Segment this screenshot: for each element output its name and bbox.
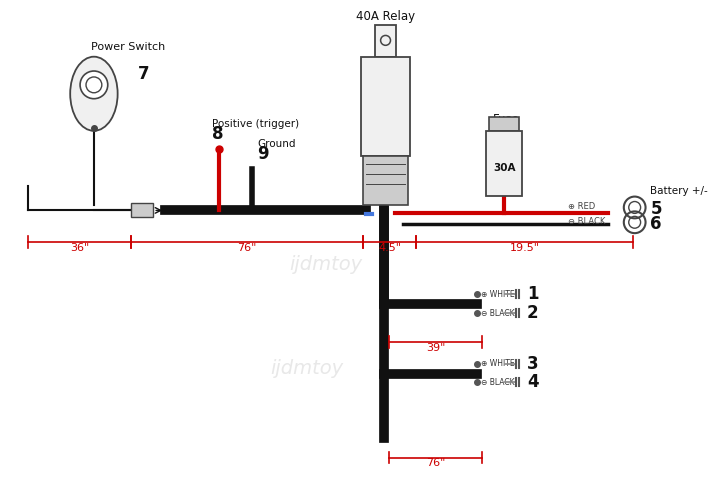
- Bar: [490, 117, 519, 131]
- Text: 30A: 30A: [493, 163, 516, 173]
- Text: 3: 3: [527, 354, 539, 373]
- Text: 76": 76": [426, 458, 445, 468]
- Text: 36": 36": [70, 243, 89, 253]
- Bar: [363, 156, 408, 206]
- Text: 1: 1: [527, 285, 539, 304]
- Bar: [132, 204, 153, 217]
- Text: 6: 6: [650, 215, 662, 233]
- Text: 4: 4: [527, 373, 539, 391]
- Text: 19.5": 19.5": [510, 243, 539, 253]
- Bar: [487, 131, 522, 196]
- Text: Positive (trigger): Positive (trigger): [212, 119, 299, 129]
- Bar: [374, 25, 397, 57]
- Text: ⊖ BLACK: ⊖ BLACK: [569, 217, 606, 226]
- Text: ⊖ BLACK: ⊖ BLACK: [482, 309, 515, 317]
- Text: ⊕ WHITE: ⊕ WHITE: [482, 290, 515, 299]
- Circle shape: [80, 71, 108, 99]
- Text: Battery +/-: Battery +/-: [650, 185, 708, 196]
- Text: ⊖ BLACK: ⊖ BLACK: [482, 378, 515, 387]
- Ellipse shape: [70, 57, 117, 131]
- Text: 9: 9: [257, 145, 269, 163]
- Text: Ground: Ground: [257, 139, 295, 149]
- Bar: [361, 57, 410, 156]
- Text: 7: 7: [138, 65, 149, 83]
- Text: ijdmtoy: ijdmtoy: [289, 255, 363, 274]
- Text: 76": 76": [238, 243, 257, 253]
- Text: Power Switch: Power Switch: [91, 42, 166, 52]
- Text: 2: 2: [527, 304, 539, 322]
- Text: Fuse: Fuse: [492, 113, 520, 126]
- Text: 4.5": 4.5": [378, 243, 401, 253]
- Text: ⊕ WHITE: ⊕ WHITE: [482, 359, 515, 368]
- Text: 8: 8: [212, 125, 223, 143]
- Text: 39": 39": [426, 343, 445, 353]
- Text: ijdmtoy: ijdmtoy: [270, 359, 343, 378]
- Text: 40A Relay: 40A Relay: [356, 9, 415, 23]
- Text: 5: 5: [650, 201, 662, 218]
- Text: ⊕ RED: ⊕ RED: [569, 202, 595, 211]
